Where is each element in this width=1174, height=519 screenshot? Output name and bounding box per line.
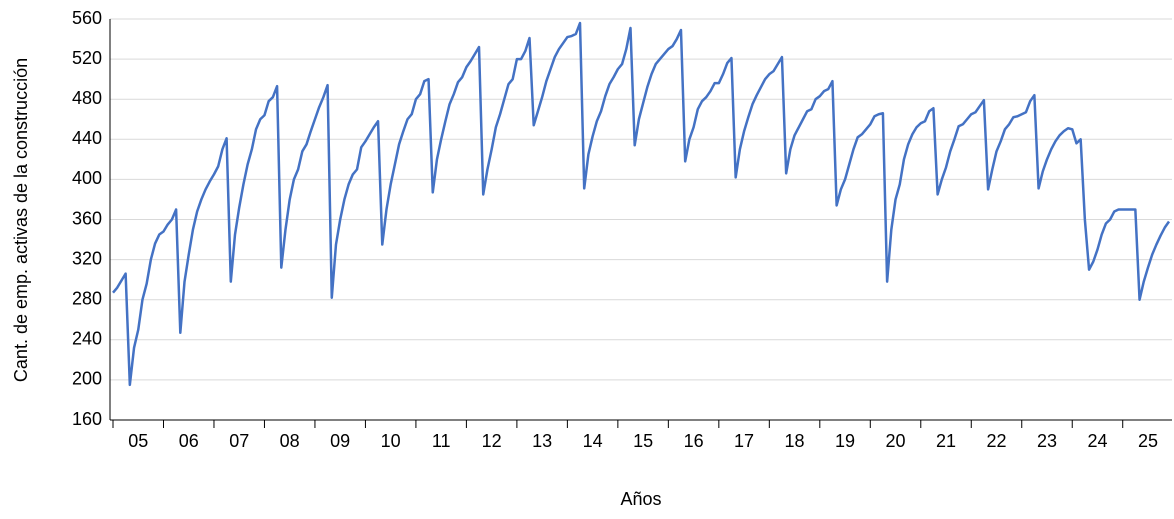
y-axis-title: Cant. de emp. activas de la construcción: [11, 58, 31, 382]
x-axis-title: Años: [620, 489, 661, 509]
x-tick-label: 24: [1087, 431, 1107, 451]
x-tick-label: 12: [482, 431, 502, 451]
x-tick-label: 16: [684, 431, 704, 451]
y-tick-label: 360: [72, 208, 102, 228]
x-tick-label: 25: [1138, 431, 1158, 451]
x-tick-label: 20: [886, 431, 906, 451]
x-tick-label: 18: [785, 431, 805, 451]
x-tick-label: 05: [128, 431, 148, 451]
x-tick-label: 22: [986, 431, 1006, 451]
x-tick-label: 11: [432, 431, 451, 451]
x-tick-label: 14: [583, 431, 603, 451]
y-tick-label: 480: [72, 88, 102, 108]
x-tick-label: 19: [835, 431, 855, 451]
y-tick-label: 240: [72, 329, 102, 349]
y-tick-label: 560: [72, 8, 102, 28]
y-tick-label: 440: [72, 128, 102, 148]
x-tick-label: 10: [381, 431, 401, 451]
x-tick-label: 13: [532, 431, 552, 451]
x-tick-label: 17: [734, 431, 754, 451]
x-tick-label: 09: [330, 431, 350, 451]
x-tick-label: 21: [936, 431, 956, 451]
x-tick-label: 06: [179, 431, 199, 451]
x-tick-label: 15: [633, 431, 653, 451]
data-line: [112, 21, 1171, 387]
y-tick-label: 520: [72, 48, 102, 68]
y-tick-label: 400: [72, 168, 102, 188]
y-tick-label: 320: [72, 248, 102, 268]
x-tick-label: 23: [1037, 431, 1057, 451]
y-tick-label: 160: [72, 409, 102, 429]
x-tick-label: 07: [229, 431, 249, 451]
x-tick-label: 08: [280, 431, 300, 451]
y-tick-label: 200: [72, 369, 102, 389]
y-tick-label: 280: [72, 288, 102, 308]
